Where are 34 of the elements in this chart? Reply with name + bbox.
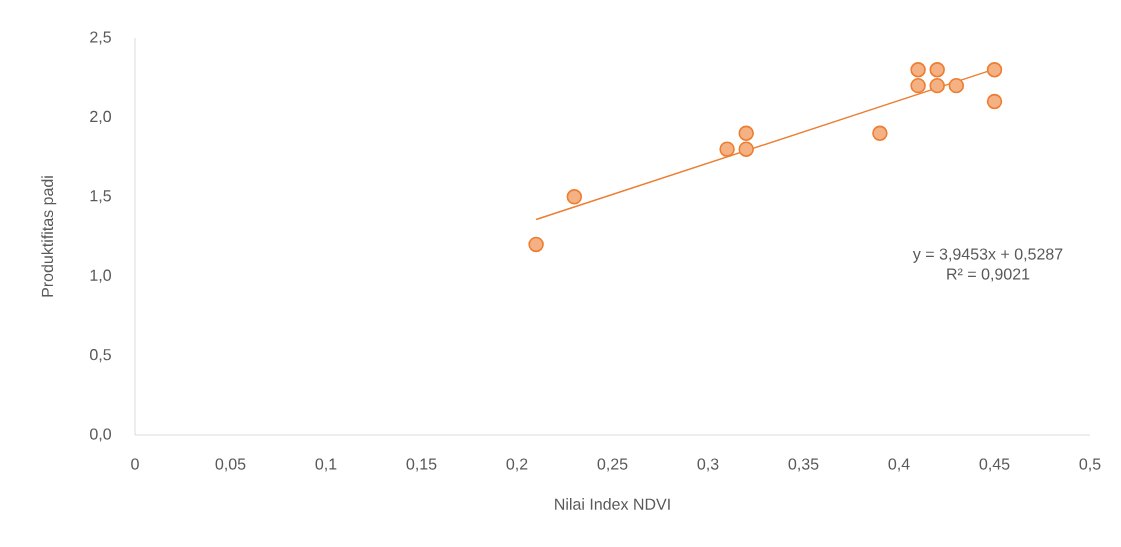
y-tick-label: 1,5: [90, 190, 111, 204]
y-tick-label: 0,5: [90, 349, 111, 363]
x-tick-label: 0,05: [215, 458, 246, 472]
point: [719, 141, 735, 157]
x-tick-label: 0: [131, 458, 139, 470]
x-tick-label: 0,15: [406, 458, 437, 472]
y-tick-label: 2,5: [90, 31, 111, 45]
y-axis-title: Produktifitas padi: [41, 176, 57, 297]
x-axis-title: Nilai Index NDVI: [555, 498, 670, 510]
point: [910, 62, 926, 78]
x-tick-label: 0,2: [506, 458, 528, 472]
point: [738, 141, 754, 157]
point: [910, 77, 926, 94]
point: [738, 125, 754, 142]
y-tick-label: 2,0: [90, 110, 112, 125]
annotation: y = 3,9453x + 0,5287: [912, 248, 1063, 263]
x-tick-label: 0,25: [597, 458, 628, 472]
x-tick-label: 0,5: [1079, 458, 1101, 472]
point: [872, 125, 888, 142]
annotation: R² = 0,9021: [947, 268, 1030, 282]
x-tick-label: 0,45: [979, 458, 1010, 472]
point: [929, 62, 945, 78]
x-tick-label: 0,1: [315, 458, 337, 472]
y-tick-label: 1,0: [90, 269, 112, 283]
point: [528, 236, 544, 253]
point: [986, 93, 1003, 110]
point: [929, 77, 945, 94]
x-tick-label: 0,35: [788, 458, 819, 472]
y-tick-label: 0,0: [90, 428, 112, 442]
point: [986, 62, 1003, 78]
point: [948, 77, 965, 94]
point: [566, 189, 583, 205]
x-tick-label: 0,3: [697, 458, 719, 472]
x-tick-label: 0,4: [888, 458, 910, 472]
